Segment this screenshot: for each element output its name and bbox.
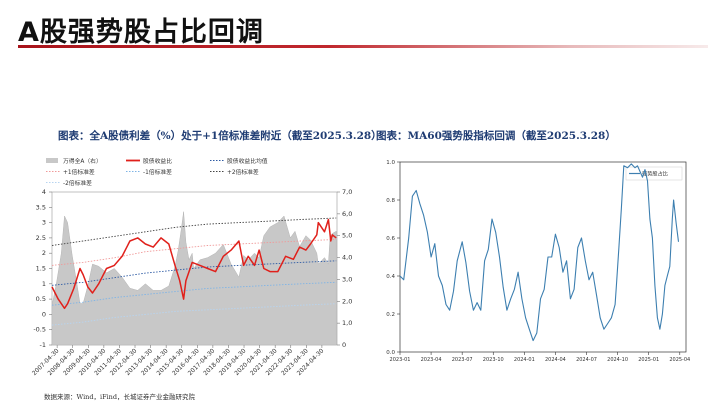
- legend-label: 股债收益比均值: [227, 157, 268, 165]
- plot-frame: [399, 161, 687, 353]
- x-tick-label: 2025-01: [638, 357, 659, 363]
- x-tick-label: 2023-07: [452, 357, 473, 363]
- y-left-tick-label: 4: [42, 188, 46, 196]
- x-tick-label: 2024-10: [607, 357, 628, 363]
- y-right-tick-label: 6,000: [342, 210, 352, 218]
- x-tick-label: 2024-04: [545, 357, 566, 363]
- y-left-tick-label: 3.5: [36, 203, 46, 211]
- y-left-tick-label: 2: [42, 249, 46, 257]
- legend-label: 万得全A（右）: [63, 157, 102, 165]
- series-spread-line: [51, 218, 337, 310]
- y-tick-label: 0.6: [386, 236, 395, 242]
- y-left-tick-label: 1.5: [36, 265, 46, 273]
- x-tick-label: 2024-07: [576, 357, 597, 363]
- x-tick-label: 2023-01: [390, 357, 411, 363]
- y-left-tick-label: 2.5: [36, 234, 46, 242]
- series-plus2sd-line: [51, 217, 337, 246]
- y-tick-label: 0.4: [386, 274, 395, 280]
- y-tick-label: 0.2: [386, 312, 395, 318]
- y-left-tick-label: 0: [42, 310, 46, 318]
- legend-swatch: [46, 158, 58, 163]
- right-chart-caption: 图表：MA60强势股指标回调（截至2025.3.28）: [376, 130, 616, 142]
- series-minus1sd-line: [51, 281, 337, 306]
- spread-chart: 万得全A（右） 股债收益比 股债收益比均值 +1倍标准差 -1倍标准差 +2倍标准差 -2倍…: [31, 157, 352, 377]
- x-tick-label: 2023-10: [483, 357, 504, 363]
- left-chart-caption: 图表：全A股债利差（%）处于+1倍标准差附近（截至2025.3.28）: [58, 130, 382, 142]
- legend-label: -1倍标准差: [143, 168, 172, 176]
- y-right-tick-label: 1,000: [342, 319, 352, 327]
- y-tick-label: 0.8: [386, 198, 395, 204]
- series-minus2sd-line: [51, 303, 337, 326]
- x-tick-label: 2024-01: [514, 357, 535, 363]
- y-left-tick-label: 3: [42, 219, 46, 227]
- y-right-tick-label: 2,000: [342, 297, 352, 305]
- series-mean-line: [51, 260, 337, 286]
- legend-label: +2倍标准差: [227, 168, 259, 176]
- series-wind-a-area: [51, 211, 337, 346]
- y-tick-label: 1.0: [386, 160, 395, 166]
- y-right-tick-label: 7,000: [342, 188, 352, 196]
- legend-label: +1倍标准差: [63, 168, 95, 176]
- x-tick-label: 2025-04: [669, 357, 690, 363]
- legend-label: -2倍标准差: [63, 179, 92, 187]
- y-tick-label: 0.0: [386, 350, 395, 356]
- y-left-tick-label: 0.5: [36, 295, 46, 303]
- y-right-tick-label: 3,000: [342, 275, 352, 283]
- legend-label: 股债收益比: [143, 157, 172, 165]
- title-divider: [18, 45, 708, 48]
- series-plus1sd-line: [51, 238, 337, 266]
- slide-title: A股强势股占比回调: [18, 17, 264, 48]
- y-right-tick-label: 0: [342, 341, 346, 349]
- x-tick-label: 2023-04: [421, 357, 442, 363]
- y-left-tick-label: -1: [40, 341, 46, 349]
- legend-label: 强势股占比: [642, 170, 668, 178]
- series-strong-stock-ratio: [399, 163, 680, 342]
- y-right-tick-label: 5,000: [342, 232, 352, 240]
- y-left-tick-label: 1: [42, 280, 46, 288]
- y-right-tick-label: 4,000: [342, 254, 352, 262]
- source-note: 数据来源：Wind，iFind，长城证券产业金融研究院: [44, 393, 196, 401]
- y-left-tick-label: -0.5: [33, 326, 46, 334]
